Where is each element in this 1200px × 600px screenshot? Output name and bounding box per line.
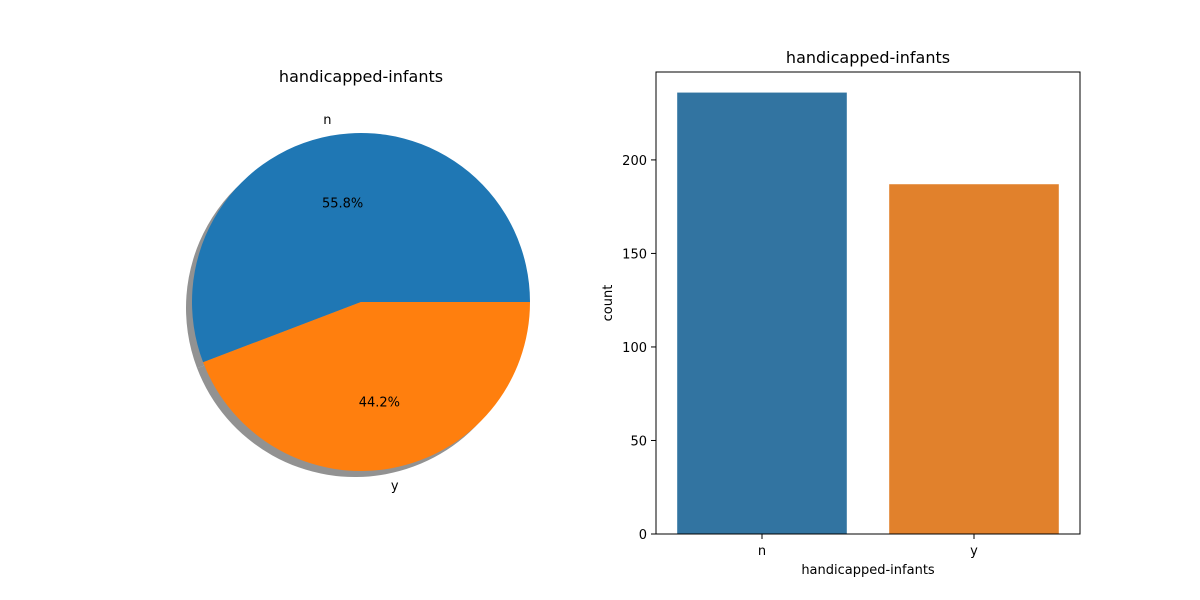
y-axis-label: count [601,285,616,322]
pie-value-label-n: 55.8% [322,196,363,211]
pie-slice-n [191,133,530,363]
pie-title: handicapped-infants [279,67,443,86]
pie-labels: n 55.8% y 44.2% [322,113,400,494]
bar-title: handicapped-infants [786,48,950,67]
y-tick-label: 150 [622,247,647,262]
y-tick-label: 200 [622,154,647,169]
bars [677,92,1059,535]
y-axis: 0 50 100 150 200 [622,154,656,543]
bar-y [889,184,1059,534]
plot-frame [655,71,1081,535]
pie-label-n: n [323,113,331,128]
y-tick-label: 0 [639,528,647,543]
x-tick-label-y: y [970,544,978,559]
bar-n [677,92,847,535]
y-tick-label: 50 [630,434,647,449]
x-tick-label-n: n [758,544,766,559]
pie-slice-y [203,302,531,472]
pie-label-y: y [391,479,399,494]
pie-slices [191,133,531,472]
x-axis-label: handicapped-infants [801,563,935,578]
pie-chart: handicapped-infants n 55.8% y 44.2% [185,67,531,494]
pie-value-label-y: 44.2% [359,396,400,411]
y-tick-label: 100 [622,341,647,356]
